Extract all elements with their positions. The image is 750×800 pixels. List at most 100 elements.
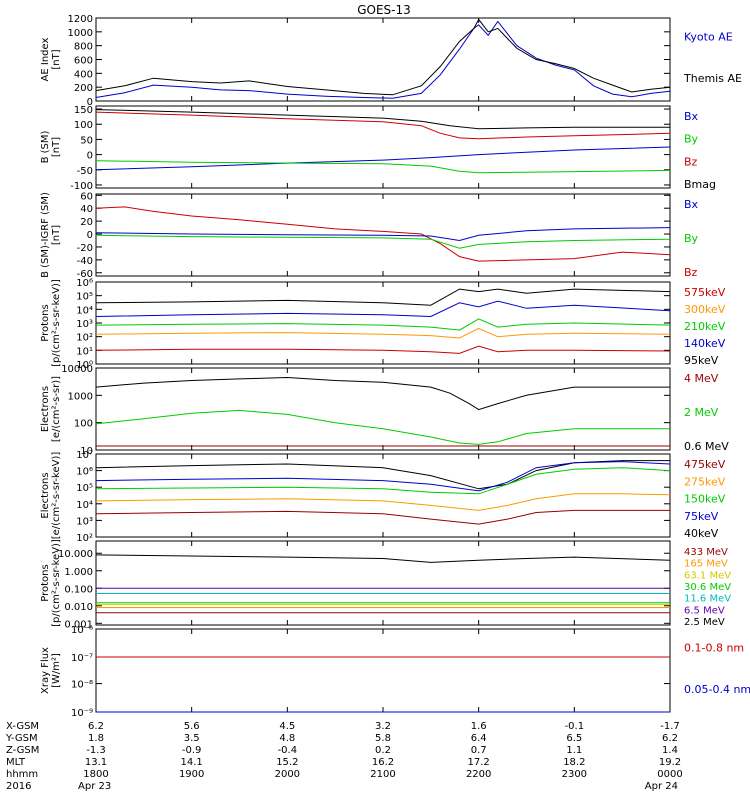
legend-label: By	[684, 133, 699, 146]
panel-frame	[95, 453, 671, 538]
series-line-kyoto-ae	[95, 20, 671, 99]
y-tick-label: 10⁶	[76, 467, 93, 478]
ephemeris-value: 2100	[370, 769, 395, 780]
y-axis-label: [e/(cm²-s-sr)]	[51, 376, 62, 442]
ephemeris-value: 0000	[657, 769, 682, 780]
panel-1: 0 200 400 600 800 1000 1200 AE Index [nT] Kyoto A…	[40, 14, 742, 108]
y-tick-label: -60	[77, 269, 93, 280]
series-line-275kev	[95, 493, 671, 511]
y-axis-label: [p/(cm²-s-sr-keV)]	[51, 539, 62, 627]
y-tick-label: 0.010	[64, 602, 93, 613]
legend-label: 6.5 MeV	[684, 605, 725, 616]
ephemeris-value: 2200	[466, 769, 491, 780]
ephemeris-row-label: X-GSM	[6, 721, 39, 732]
ephemeris-value: 1800	[83, 769, 108, 780]
ephemeris-value: 19.2	[659, 757, 681, 768]
series-line-2-mev	[95, 409, 670, 445]
series-line-by	[95, 234, 671, 249]
panel-3: -60 -40 -20 0 20 40 60 B (SM)-IGRF (SM) [nT] Bx By…	[40, 191, 699, 279]
y-tick-label: -50	[77, 166, 93, 177]
ephemeris-value: 5.6	[184, 721, 200, 732]
y-tick-label: 10000	[61, 364, 93, 375]
ephemeris-value: 6.5	[566, 733, 582, 744]
y-tick-label: 10⁵	[76, 292, 93, 303]
y-tick-label: 10⁻⁸	[71, 680, 93, 691]
panel-2: -100 -50 0 50 100 150 B (SM) [nT] Bx By Bz Bmag	[40, 105, 716, 192]
series-line-themis-ae	[95, 18, 671, 96]
ephemeris-value: 2300	[562, 769, 587, 780]
series-line-150kev	[95, 467, 671, 495]
legend-label: 30.6 MeV	[684, 582, 731, 593]
legend-label: 275keV	[684, 475, 726, 488]
y-axis-label: Protons	[40, 564, 51, 601]
ephemeris-value: 1.1	[566, 745, 582, 756]
ephemeris-value: 6.2	[88, 721, 104, 732]
y-tick-label: 10⁷	[76, 450, 93, 461]
y-axis-label: [p/(cm²-s-sr-keV)]	[51, 279, 62, 367]
y-axis-label: [W/m²]	[51, 653, 62, 688]
y-tick-label: 0	[87, 97, 93, 108]
legend-label: 0.05-0.4 nm	[684, 683, 750, 696]
ephemeris-value: 1.8	[88, 733, 104, 744]
y-tick-label: 1200	[68, 14, 93, 25]
legend-label: 40keV	[684, 527, 719, 540]
series-line-575kev	[95, 345, 671, 354]
series-line-475kev	[95, 509, 670, 525]
ephemeris-value: 6.2	[662, 733, 678, 744]
y-tick-label: 10⁻⁹	[71, 708, 93, 719]
y-tick-label: -20	[77, 243, 93, 254]
y-tick-label: 400	[74, 69, 93, 80]
y-tick-label: 0	[87, 230, 93, 241]
y-tick-label: 200	[74, 83, 93, 94]
y-axis-label: Electrons	[40, 386, 51, 432]
legend-label: Bz	[684, 155, 698, 168]
y-axis-label: [e/(cm²-s-sr-keV)]	[51, 452, 62, 540]
legend-label: 150keV	[684, 493, 726, 506]
legend-label: 0.1-0.8 nm	[684, 641, 744, 654]
ephemeris-value: 0.7	[471, 745, 487, 756]
legend-label: 95keV	[684, 354, 719, 367]
y-tick-label: 10	[80, 446, 93, 457]
y-tick-label: 10⁶	[76, 278, 93, 289]
y-tick-label: 10⁴	[76, 305, 93, 316]
series-line-0-6-mev	[95, 376, 670, 411]
ephemeris-value: 13.1	[85, 757, 107, 768]
ephemeris-value: 1.4	[662, 745, 678, 756]
series-line-40kev	[95, 460, 670, 490]
panel-frame	[95, 367, 671, 451]
ephemeris-value: 3.2	[375, 721, 391, 732]
y-tick-label: 1.000	[64, 567, 93, 578]
series-line-75kev	[95, 461, 671, 492]
y-tick-label: 60	[80, 191, 93, 202]
y-tick-label: 10²	[76, 533, 93, 544]
legend-label: Themis AE	[683, 72, 742, 85]
legend-label: Kyoto AE	[684, 30, 733, 43]
legend-label: 140keV	[684, 337, 726, 350]
y-tick-label: 10⁻⁷	[71, 653, 93, 664]
y-axis-label: [nT]	[51, 49, 62, 69]
y-axis-label: [nT]	[51, 225, 62, 245]
ephemeris-value: 4.5	[279, 721, 295, 732]
y-tick-label: 10.000	[58, 549, 93, 560]
y-tick-label: 50	[80, 135, 93, 146]
y-axis-label: [nT]	[51, 137, 62, 157]
y-tick-label: 100	[74, 120, 93, 131]
series-line-bz	[95, 206, 671, 262]
series-line-bx	[95, 227, 671, 242]
ephemeris-row-label: 2016	[6, 781, 31, 792]
ephemeris-value: 18.2	[563, 757, 585, 768]
ephemeris-value: 16.2	[372, 757, 394, 768]
ephemeris-value: 15.2	[276, 757, 298, 768]
y-tick-label: 20	[80, 217, 93, 228]
ephemeris-row-label: Y-GSM	[5, 733, 38, 744]
legend-label: 11.6 MeV	[684, 594, 731, 605]
ephemeris-value: -0.4	[278, 745, 298, 756]
ephemeris-value: -0.9	[182, 745, 202, 756]
panel-frame	[95, 17, 671, 102]
legend-label: 165 MeV	[684, 559, 728, 570]
ephemeris-row-label: MLT	[6, 757, 26, 768]
legend-label: Bmag	[684, 178, 716, 191]
y-tick-label: -40	[77, 256, 93, 267]
y-tick-label: 10³	[76, 319, 93, 330]
